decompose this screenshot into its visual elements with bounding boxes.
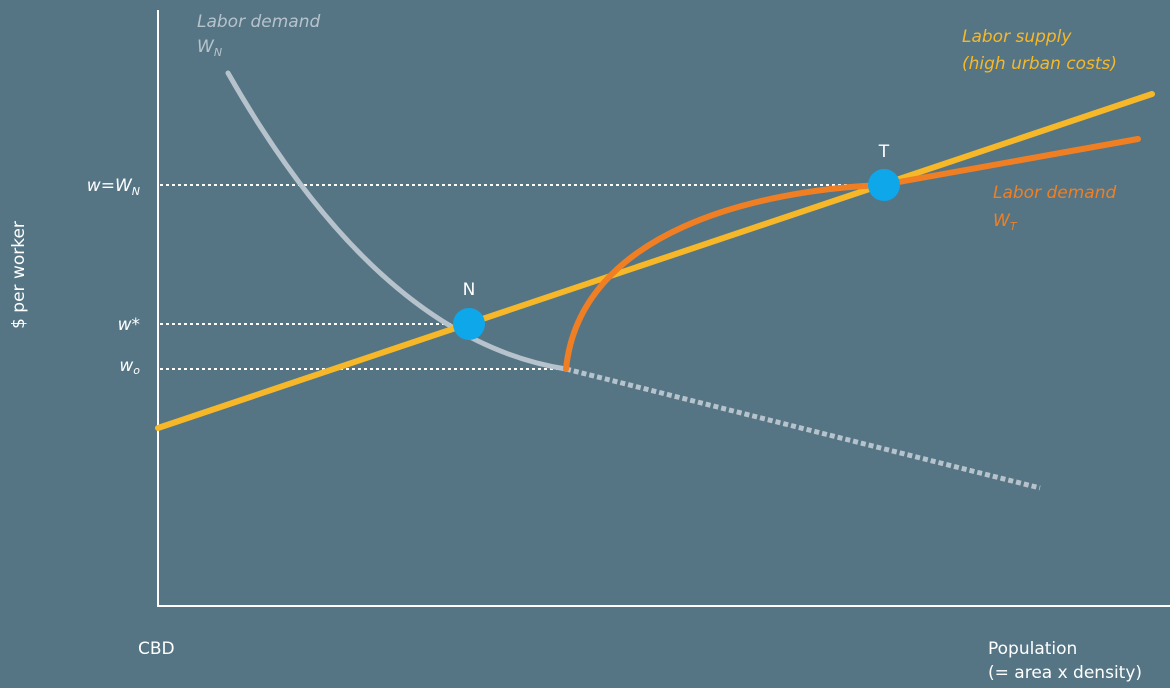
wage-label-w-star: w* bbox=[118, 315, 140, 335]
x-origin-label: CBD bbox=[138, 639, 175, 659]
demand-n-label-line1: Labor demand bbox=[197, 12, 320, 32]
supply-label-line2: (high urban costs) bbox=[962, 54, 1117, 74]
demand-t-label-line1: Labor demand bbox=[993, 183, 1116, 203]
wage-label-w-o: wo bbox=[119, 356, 140, 377]
labor-demand-n-extension bbox=[565, 366, 1041, 491]
equilibrium-point-t bbox=[868, 169, 900, 201]
x-axis-label-line2: (= area x density) bbox=[988, 663, 1142, 683]
x-axis-label-line1: Population bbox=[988, 639, 1077, 659]
equilibrium-point-n bbox=[453, 308, 485, 340]
labor-supply-line bbox=[155, 91, 1155, 431]
supply-label-line1: Labor supply bbox=[962, 27, 1072, 47]
demand-t-label-line2: WT bbox=[993, 211, 1018, 233]
demand-n-label-line2: WN bbox=[197, 37, 222, 59]
wage-label-w-top: w=WN bbox=[87, 176, 140, 198]
y-axis-label: $ per worker bbox=[9, 221, 29, 329]
labor-demand-t-curve bbox=[563, 136, 1141, 372]
labor-demand-n-curve bbox=[225, 70, 569, 372]
point-t-label: T bbox=[878, 142, 890, 162]
point-n-label: N bbox=[463, 280, 476, 300]
